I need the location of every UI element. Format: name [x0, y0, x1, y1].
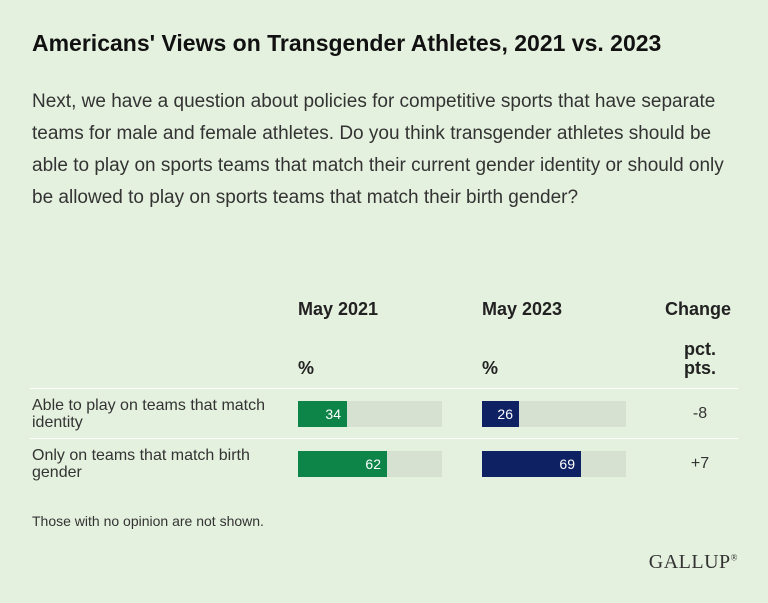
divider-middle	[30, 438, 738, 439]
bar-2023-birth-gender: 69	[482, 451, 581, 477]
unit-change: pct. pts.	[683, 339, 716, 378]
logo-text: GALLUP	[648, 551, 731, 573]
question-text: Next, we have a question about policies …	[32, 91, 724, 208]
divider-top	[30, 388, 738, 389]
chart-title: Americans' Views on Transgender Athletes…	[32, 30, 662, 56]
gallup-logo: GALLUP®	[649, 551, 738, 574]
column-header-2021: May 2021	[298, 299, 379, 319]
bar-track-2023-identity: 26	[482, 401, 626, 427]
column-header-2023: May 2023	[482, 299, 563, 319]
bar-2023-identity: 26	[482, 401, 519, 427]
row-label-identity: Able to play on teams that match identit…	[32, 397, 266, 431]
column-header-change: Change	[665, 299, 732, 319]
change-value-identity: -8	[692, 405, 708, 422]
change-value-birth-gender: +7	[690, 455, 710, 472]
unit-2021: %	[298, 358, 315, 378]
bar-track-2021-birth-gender: 62	[298, 451, 442, 477]
bar-2021-identity: 34	[298, 401, 347, 427]
bar-label-2023-identity: 26	[497, 406, 513, 422]
bar-label-2021-identity: 34	[325, 406, 341, 422]
bar-label-2023-birth-gender: 69	[559, 456, 575, 472]
bar-2021-birth-gender: 62	[298, 451, 387, 477]
footnote: Those with no opinion are not shown.	[32, 513, 264, 529]
bar-track-2021-identity: 34	[298, 401, 442, 427]
unit-2023: %	[482, 358, 499, 378]
bar-track-2023-birth-gender: 69	[482, 451, 626, 477]
bar-label-2021-birth-gender: 62	[365, 456, 381, 472]
row-label-birth-gender: Only on teams that match birth gender	[32, 447, 250, 481]
registered-mark: ®	[730, 552, 738, 563]
